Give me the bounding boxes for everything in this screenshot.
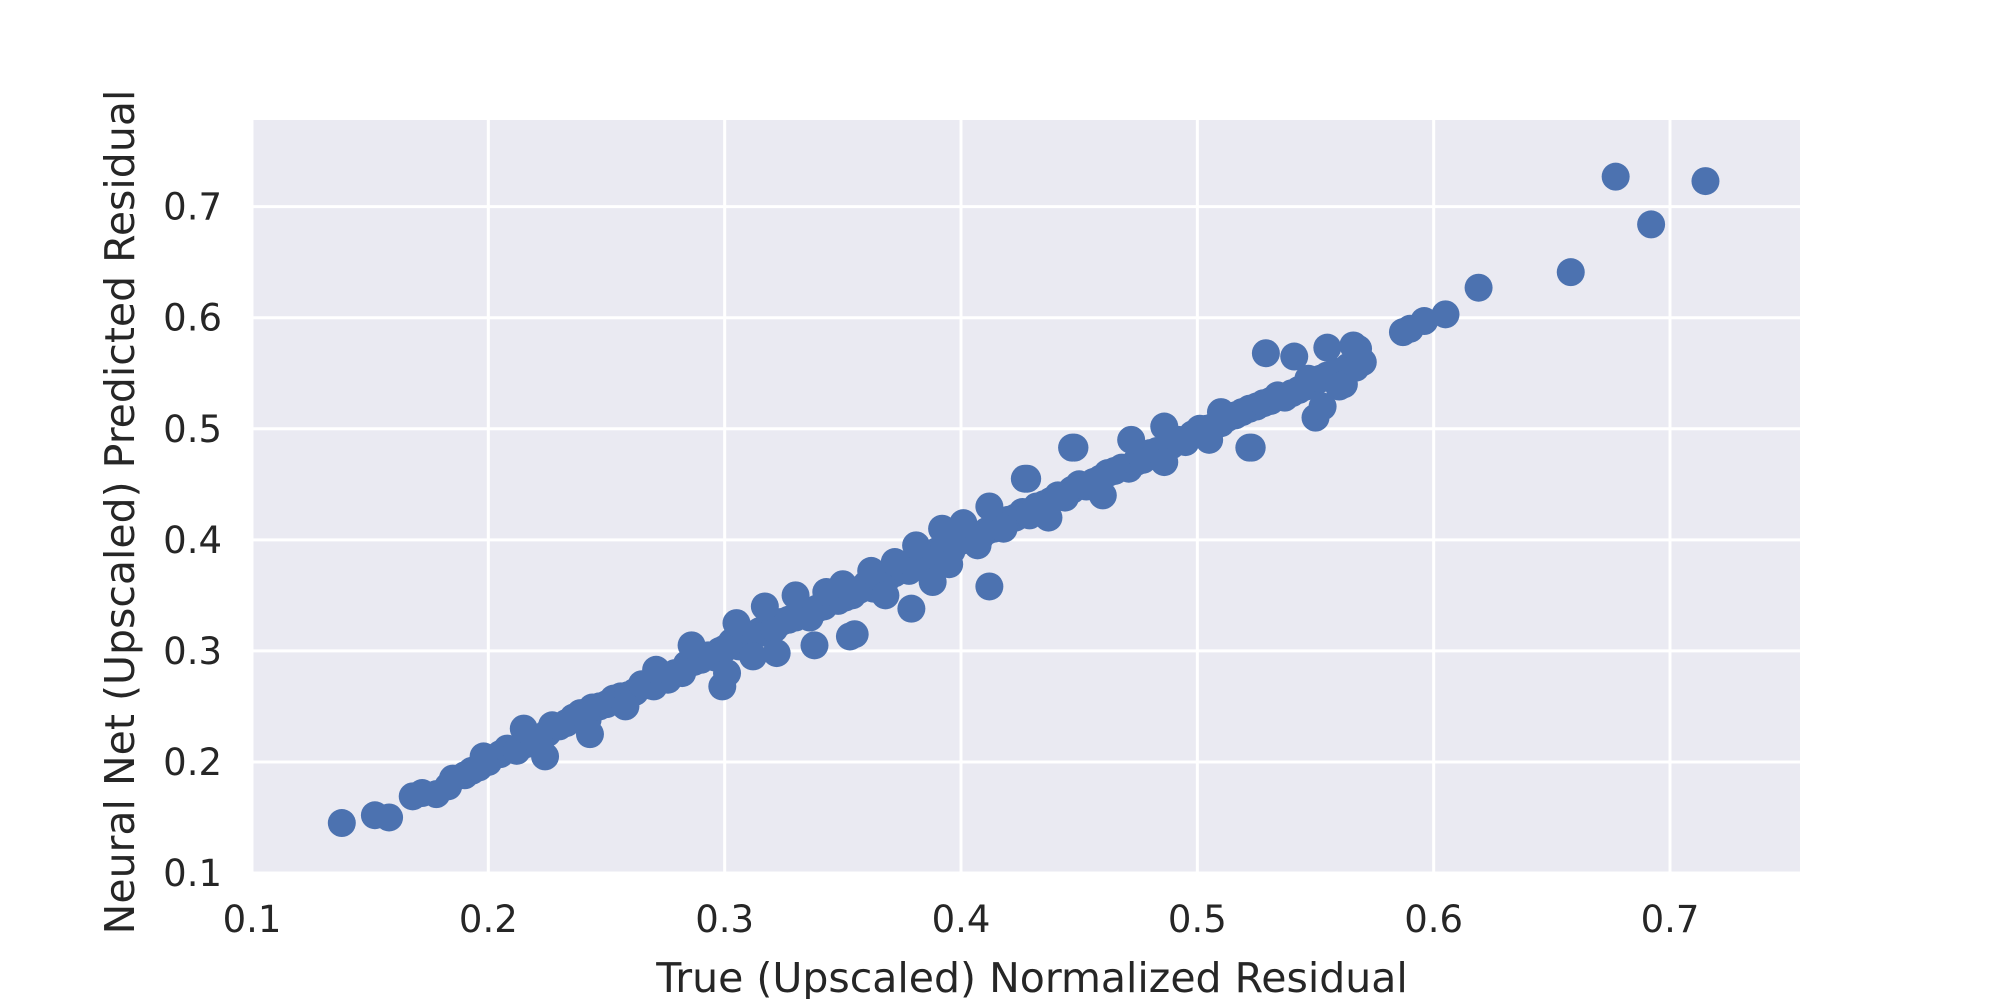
data-point [928,514,957,543]
data-point [1060,433,1089,462]
data-point [918,568,947,597]
data-point [871,581,900,610]
x-tick-label-5: 0.6 [1404,898,1463,941]
data-point [739,642,768,671]
data-point [1464,273,1493,302]
data-point [575,720,604,749]
data-point [1251,339,1280,368]
x-tick-label-2: 0.3 [695,898,754,941]
data-point [897,594,926,623]
y-tick-label-5: 0.6 [163,297,222,340]
data-point [722,609,751,638]
data-point [1556,258,1585,287]
data-point [1117,425,1146,454]
x-tick-label-3: 0.4 [932,898,991,941]
data-point [1150,448,1179,477]
data-point [1237,433,1266,462]
data-point [935,550,964,579]
data-point [1344,334,1373,363]
y-tick-label-6: 0.7 [163,186,222,229]
data-point [1601,162,1630,191]
data-point [828,570,857,599]
data-point [989,514,1018,543]
x-tick-label-4: 0.5 [1168,898,1227,941]
data-points [327,162,1720,838]
data-point [713,659,742,688]
y-axis-label: Neural Net (Upscaled) Predicted Residual [96,90,144,935]
data-point [1206,398,1235,427]
data-point [902,531,931,560]
data-point [750,592,779,621]
x-axis-label: True (Upscaled) Normalized Residual [655,954,1408,999]
data-point [857,556,886,585]
data-point [531,742,560,771]
data-point [1010,464,1039,493]
y-tick-label-4: 0.5 [163,408,222,451]
data-point [1410,307,1439,336]
data-point [1294,364,1323,393]
y-tick-label-1: 0.2 [163,741,222,784]
data-point [1637,210,1666,239]
data-point [880,548,909,577]
data-point [509,714,538,743]
data-point [1280,342,1309,371]
data-point [975,572,1004,601]
data-point [963,531,992,560]
data-point [1431,300,1460,329]
x-tick-label-1: 0.2 [459,898,518,941]
data-point [1195,425,1224,454]
data-point [1308,392,1337,421]
x-tick-label-6: 0.7 [1641,898,1700,941]
x-tick-labels: 0.1 0.2 0.3 0.4 0.5 0.6 0.7 [223,898,1700,941]
y-tick-label-0: 0.1 [163,852,222,895]
data-point [762,639,791,668]
data-point [800,631,829,660]
data-point [327,809,356,838]
data-point [375,803,404,832]
data-point [611,692,640,721]
data-point [642,655,671,684]
data-point [949,509,978,538]
data-point [975,492,1004,521]
y-tick-labels: 0.1 0.2 0.3 0.4 0.5 0.6 0.7 [163,186,222,895]
data-point [1313,333,1342,362]
data-point [1150,412,1179,441]
y-tick-label-2: 0.3 [163,630,222,673]
x-tick-label-0: 0.1 [223,898,282,941]
data-point [840,620,869,649]
data-point [1325,372,1354,401]
y-tick-label-3: 0.4 [163,519,222,562]
data-point [781,581,810,610]
data-point [1088,481,1117,510]
data-point [1691,167,1720,196]
data-point [1034,503,1063,532]
data-point [677,631,706,660]
data-point [469,742,498,771]
